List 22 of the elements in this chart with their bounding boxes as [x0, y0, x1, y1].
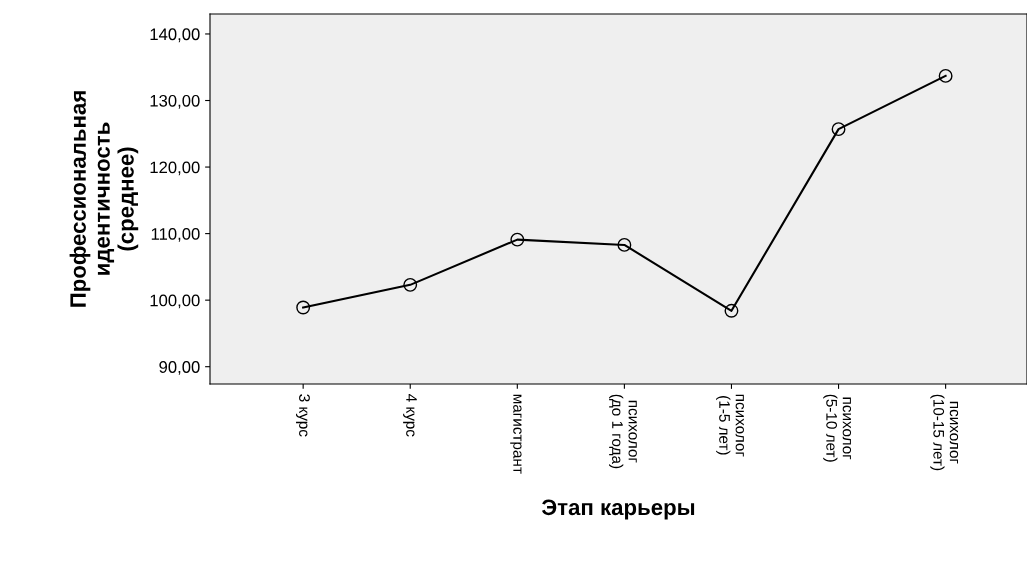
point [831, 122, 846, 137]
point [403, 277, 418, 292]
y-tick-label: 110,00 [151, 228, 200, 242]
y-tick-label: 120,00 [150, 161, 200, 176]
x-axis-title: Этап карьеры [541, 499, 695, 520]
point [510, 232, 525, 247]
y-tick-label: 130,00 [150, 94, 200, 109]
x-tick-label: психолог (до 1 года) [609, 394, 637, 469]
x-tick-label: психолог (10-15 лет) [930, 394, 959, 471]
y-tick-label: 100,00 [150, 294, 200, 309]
y-tick-label: 90,00 [159, 361, 200, 375]
x-tick-label: психолог (1-5 лет) [716, 394, 744, 457]
point [938, 68, 953, 83]
x-tick-label: 3 курс [296, 394, 310, 437]
y-tick-label: 140,00 [150, 28, 200, 43]
point [617, 237, 632, 252]
x-tick-label: психолог (5-10 лет) [823, 394, 852, 462]
x-tick-label: 4 курс [403, 394, 417, 437]
point [296, 300, 311, 315]
y-axis-title: Профессиональная идентичность (среднее) [69, 91, 139, 307]
x-tick-label: магистрант [510, 394, 522, 474]
point [724, 303, 739, 318]
